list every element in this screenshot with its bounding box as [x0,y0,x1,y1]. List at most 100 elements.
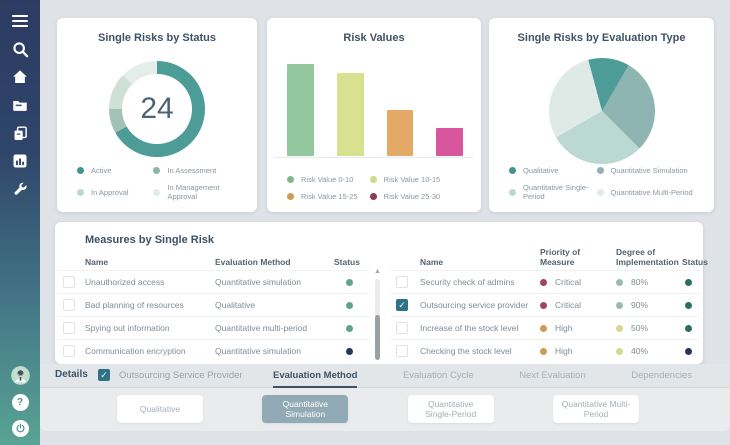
qualitative-button[interactable]: Qualitative [117,395,203,423]
priority-dot [540,301,547,309]
status-legend: Active In Assessment In Approval In Managem… [77,166,249,201]
measure-name: Outsourcing service provider [420,300,529,310]
table-row[interactable]: Checking the stock level High 40% [390,339,700,362]
tab-dependencies[interactable]: Dependencies [631,369,692,381]
tab-next-evaluation[interactable]: Next Evaluation [519,369,586,381]
degree-cell: 90% [616,300,682,310]
scrollbar-track[interactable] [375,279,380,360]
row-checkbox[interactable]: ✓ [396,299,408,311]
tab-evaluation-method[interactable]: Evaluation Method [273,364,358,388]
power-icon [16,423,24,433]
row-checkbox[interactable] [396,276,408,288]
selected-measure-label: Outsourcing Service Provider [119,370,243,381]
table-row[interactable]: Increase of the stock level High 50% [390,316,700,339]
evaluation-method: Quantitative simulation [215,346,301,356]
tab-evaluation-cycle[interactable]: Evaluation Cycle [402,369,474,381]
priority-label: Critical [555,277,581,287]
col-name: Name [85,256,109,267]
card-title: Risk Values [343,32,405,44]
col-degree-of-implementation: Degree of Implementation [616,247,679,267]
table-row[interactable]: Security check of admins Critical 80% [390,270,700,293]
table-row[interactable]: ✓ Outsourcing service provider Critical 90% [390,293,700,316]
legend-item: Quantitative Simulation [596,166,706,175]
degree-dot [616,324,623,332]
status-dot [684,278,692,286]
legend-label: In Approval [91,187,129,197]
priority-dot [540,278,547,286]
degree-cell: 80% [616,277,682,287]
legend-item: Risk Value 25-30 [369,192,473,201]
quantitative-simulation-button[interactable]: Quantitative Simulation [262,395,349,423]
risks-table-header: Name Evaluation Method Status [57,246,370,270]
details-header-bar: Details ✓ Outsourcing Service Provider E… [40,364,730,388]
priority-dot [540,324,547,332]
search-icon[interactable] [9,38,31,60]
bar-risk-value-10-15 [336,73,364,156]
total-risks-value: 24 [140,92,174,125]
evaluation-method: Qualitative [215,300,256,310]
copy-icon[interactable] [9,122,31,144]
evaluation-type-legend: Qualitative Quantitative Simulation Quanti… [509,166,706,201]
wrench-icon[interactable] [9,178,31,200]
details-tabs: Evaluation Method Evaluation Cycle Next Ev… [273,364,692,388]
scroll-up-arrow[interactable]: ▲ [374,268,381,275]
quantitative-multi-period-button[interactable]: Quantitative Multi-Period [552,395,639,423]
bar-chart-icon[interactable] [9,150,31,172]
chart-baseline [275,157,473,158]
help-button[interactable]: ? [11,394,29,411]
table-row[interactable]: Spying out information Quantitative multi… [57,316,370,339]
table-row[interactable]: Unauthorized access Quantitative simulati… [57,270,370,293]
power-button[interactable] [11,420,29,437]
menu-icon[interactable] [9,10,31,32]
legend-label: Risk Value 10-15 [383,175,441,184]
legend-label: Quantitative Multi-Period [610,187,693,197]
row-checkbox[interactable] [396,322,408,334]
home-icon[interactable] [9,66,31,88]
status-dot [345,278,353,286]
risk-name: Communication encryption [85,346,186,356]
measures-by-single-risk-panel: Measures by Single Risk Name Evaluation … [55,222,708,364]
status-cell [334,301,364,309]
quantitative-single-period-button[interactable]: Quantitative Single-Period [407,395,494,423]
selected-measure-checkbox[interactable]: ✓ [98,369,110,381]
card-single-risks-by-evaluation-type: Single Risks by Evaluation Type Qualitat… [489,18,714,212]
details-label: Details [55,369,88,380]
folder-icon[interactable] [9,94,31,116]
status-dot [345,301,353,309]
user-avatar[interactable] [10,366,30,385]
help-icon: ? [16,397,24,408]
donut-hole: 24 [122,74,192,144]
priority-label: High [555,346,573,356]
sidebar-icon-list [9,10,31,206]
legend-dot [77,188,84,196]
risk-values-legend: Risk Value 0-10 Risk Value 10-15 Risk Valu… [287,175,473,201]
row-checkbox[interactable] [63,322,75,334]
legend-label: Risk Value 0-10 [301,175,354,184]
row-checkbox[interactable] [63,299,75,311]
priority-label: High [555,323,573,333]
legend-item: Quantitative Single-Period [509,183,597,201]
legend-dot [287,176,294,183]
legend-item: Active [77,166,153,175]
measures-table: Name Priority of Measure Degree of Imple… [390,246,708,362]
priority-cell: High [540,323,616,333]
priority-label: Critical [555,300,581,310]
status-dot [684,324,692,332]
status-cell [334,278,364,286]
measures-table-body: Security check of admins Critical 80% ✓ Outs… [390,270,700,362]
row-checkbox[interactable] [63,276,75,288]
bar-risk-value-25-30 [436,128,463,156]
evaluation-method: Quantitative simulation [215,277,301,287]
legend-dot [509,188,516,196]
table-scrollbar[interactable]: ▲ [372,268,383,360]
legend-label: Risk Value 25-30 [383,192,441,201]
risk-values-bar-chart [287,64,463,156]
row-checkbox[interactable] [396,345,408,357]
scrollbar-thumb[interactable] [375,314,380,360]
table-row[interactable]: Communication encryption Quantitative sim… [57,339,370,362]
row-checkbox[interactable] [63,345,75,357]
sidebar-bottom: ? [10,366,30,437]
table-row[interactable]: Bad planning of resources Qualitative [57,293,370,316]
col-priority-of-measure: Priority of Measure [540,247,581,267]
legend-dot [369,193,377,200]
